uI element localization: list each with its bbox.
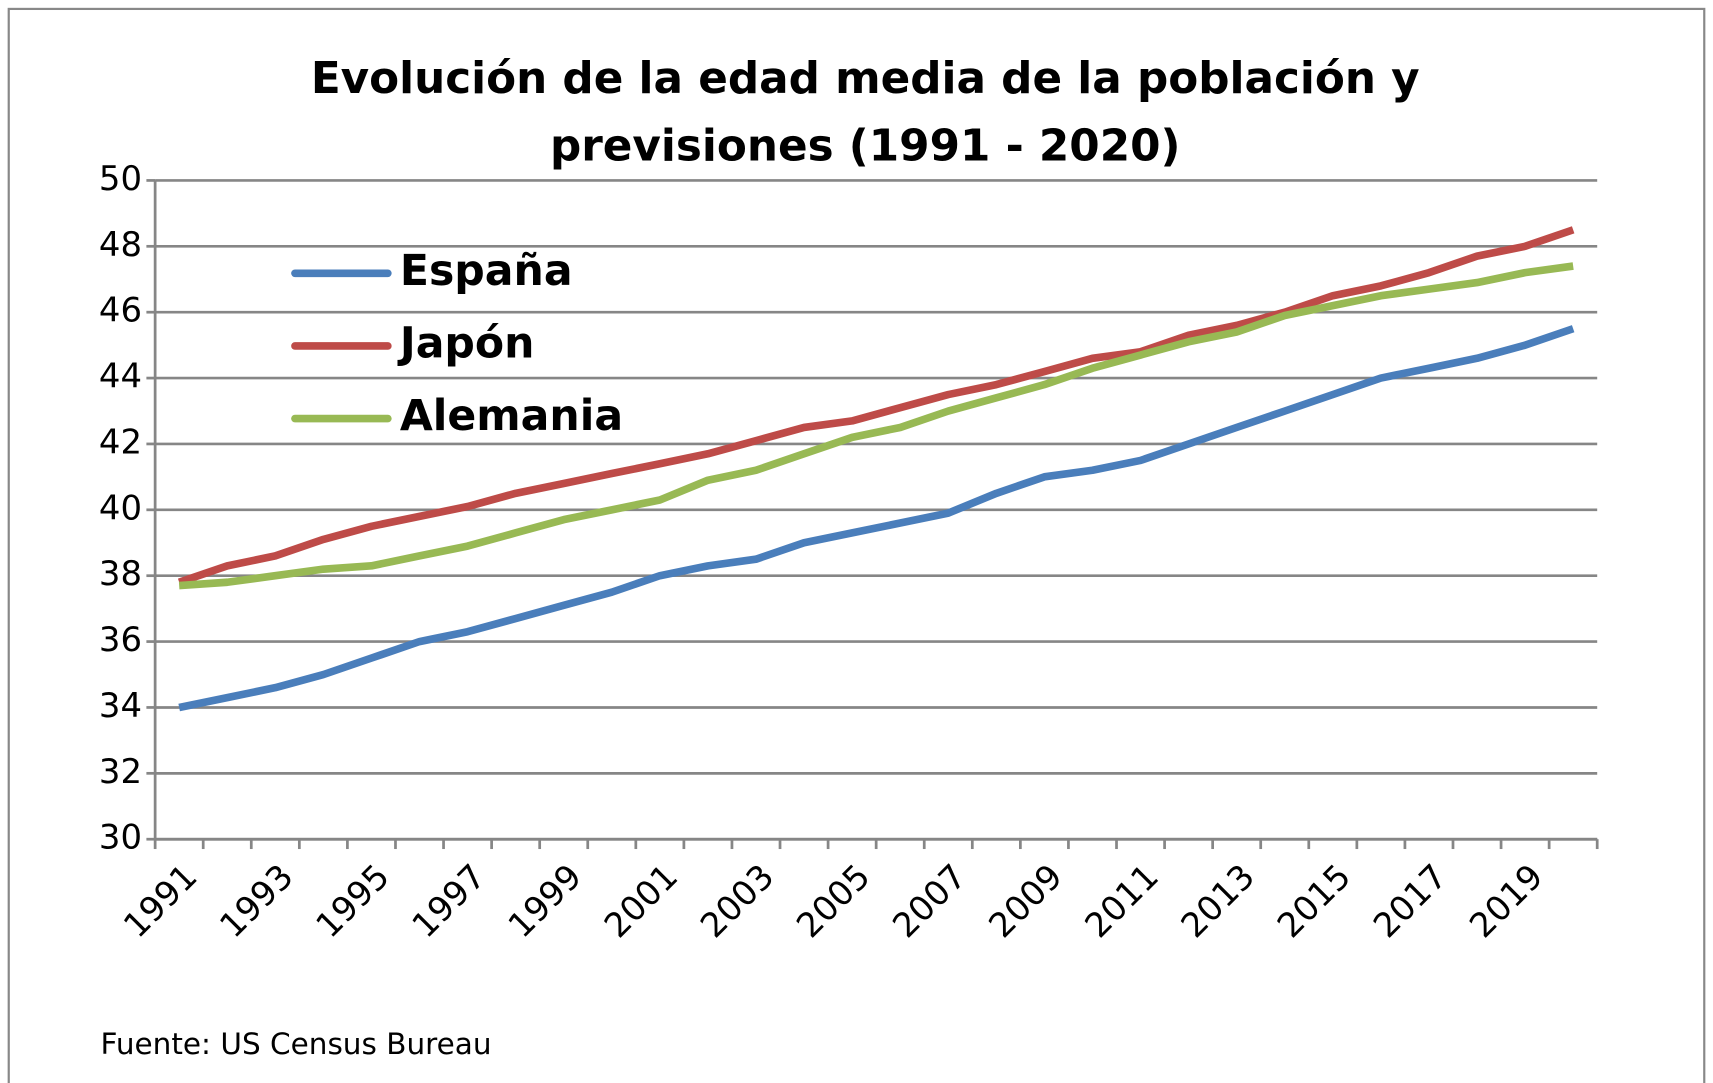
series-line [178,325,1575,712]
y-tick-label: 40 [99,488,142,527]
chart-frame [7,7,1706,1083]
y-tick-label: 32 [99,752,142,791]
series-line [178,262,1574,590]
legend-label: Japón [397,318,535,368]
y-tick-label: 42 [99,422,142,461]
y-tick-label: 30 [99,818,142,857]
series-line [177,226,1575,586]
y-tick-label: 44 [99,357,142,396]
y-tick-label: 38 [99,554,142,593]
y-tick-label: 46 [99,291,142,330]
chart-title: previsiones (1991 - 2020) [550,121,1181,172]
y-tick-label: 34 [99,686,142,725]
y-tick-label: 36 [99,620,142,659]
y-tick-label: 50 [99,159,142,198]
chart-title: Evolución de la edad media de la poblaci… [311,53,1420,104]
source-note: Fuente: US Census Bureau [101,1027,492,1061]
legend-label: España [400,246,573,296]
y-tick-label: 48 [99,225,142,264]
legend-label: Alemania [400,391,623,441]
